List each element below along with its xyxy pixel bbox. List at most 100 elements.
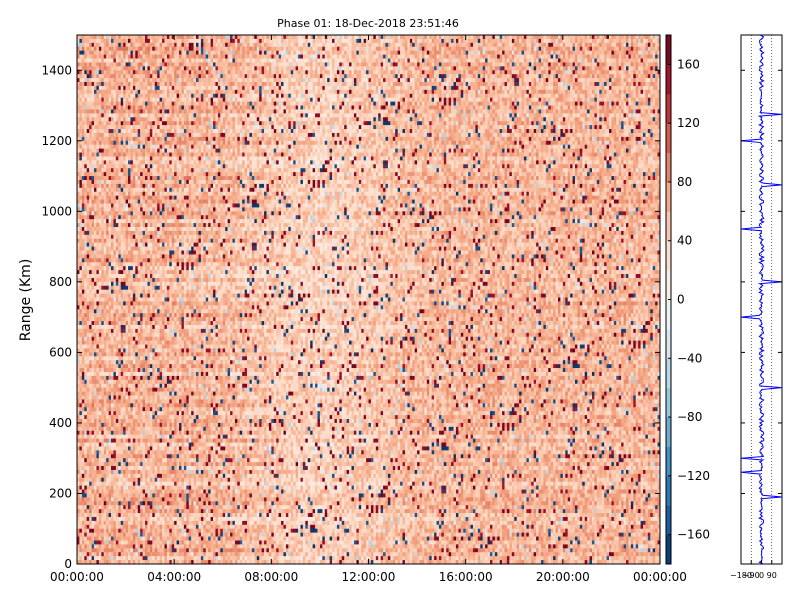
- heatmap-cell: [160, 94, 163, 98]
- heatmap-cell: [223, 55, 226, 59]
- heatmap-cell: [573, 70, 576, 74]
- heatmap-cell: [162, 66, 165, 70]
- heatmap-cell: [597, 94, 600, 98]
- heatmap-cell: [191, 51, 194, 55]
- heatmap-cell: [354, 59, 357, 63]
- heatmap-cell: [245, 106, 248, 110]
- heatmap-cell: [597, 35, 600, 39]
- heatmap-cell: [505, 90, 508, 94]
- heatmap-cell: [495, 70, 498, 74]
- heatmap-cell: [539, 106, 542, 110]
- heatmap-cell: [577, 55, 580, 59]
- heatmap-cell: [286, 51, 289, 55]
- heatmap-cell: [84, 102, 87, 106]
- heatmap-cell: [82, 113, 85, 117]
- heatmap-cell: [551, 109, 554, 113]
- heatmap-cell: [541, 66, 544, 70]
- heatmap-cell: [643, 39, 646, 43]
- heatmap-cell: [123, 55, 126, 59]
- heatmap-cell: [424, 70, 427, 74]
- heatmap-cell: [369, 102, 372, 106]
- heatmap-cell: [429, 109, 432, 113]
- heatmap-cell: [488, 70, 491, 74]
- heatmap-cell: [240, 78, 243, 82]
- heatmap-cell: [568, 62, 571, 66]
- heatmap-cell: [235, 47, 238, 51]
- heatmap-cell: [376, 86, 379, 90]
- heatmap-cell: [366, 47, 369, 51]
- heatmap-cell: [160, 98, 163, 102]
- heatmap-cell: [437, 102, 440, 106]
- heatmap-cell: [592, 98, 595, 102]
- heatmap-cell: [466, 55, 469, 59]
- heatmap-cell: [398, 78, 401, 82]
- heatmap-cell: [466, 94, 469, 98]
- heatmap-cell: [300, 82, 303, 86]
- heatmap-cell: [633, 70, 636, 74]
- heatmap-cell: [403, 51, 406, 55]
- heatmap-cell: [514, 106, 517, 110]
- heatmap-cell: [82, 62, 85, 66]
- heatmap-cell: [242, 113, 245, 117]
- heatmap-cell: [439, 106, 442, 110]
- heatmap-cell: [201, 106, 204, 110]
- heatmap-cell: [281, 113, 284, 117]
- heatmap-cell: [252, 70, 255, 74]
- heatmap-cell: [101, 90, 104, 94]
- heatmap-cell: [417, 59, 420, 63]
- heatmap-cell: [648, 82, 651, 86]
- heatmap-cell: [546, 59, 549, 63]
- heatmap-cell: [92, 90, 95, 94]
- heatmap-cell: [160, 39, 163, 43]
- heatmap-cell: [286, 39, 289, 43]
- heatmap-cell: [400, 106, 403, 110]
- heatmap-cell: [638, 47, 641, 51]
- heatmap-cell: [548, 78, 551, 82]
- heatmap-cell: [456, 106, 459, 110]
- heatmap-cell: [89, 59, 92, 63]
- heatmap-cell: [473, 35, 476, 39]
- heatmap-cell: [548, 39, 551, 43]
- heatmap-cell: [393, 66, 396, 70]
- heatmap-cell: [128, 90, 131, 94]
- heatmap-cell: [403, 106, 406, 110]
- heatmap-cell: [495, 106, 498, 110]
- heatmap-cell: [495, 82, 498, 86]
- heatmap-cell: [415, 59, 418, 63]
- heatmap-cell: [352, 62, 355, 66]
- heatmap-cell: [386, 113, 389, 117]
- heatmap-cell: [264, 35, 267, 39]
- heatmap-cell: [196, 70, 199, 74]
- heatmap-cell: [439, 39, 442, 43]
- heatmap-cell: [359, 113, 362, 117]
- heatmap-cell: [305, 102, 308, 106]
- heatmap-cell: [281, 35, 284, 39]
- heatmap-cell: [145, 43, 148, 47]
- heatmap-cell: [298, 113, 301, 117]
- heatmap-cell: [478, 59, 481, 63]
- heatmap-cell: [308, 102, 311, 106]
- heatmap-cell: [133, 51, 136, 55]
- heatmap-cell: [454, 94, 457, 98]
- heatmap-cell: [288, 106, 291, 110]
- heatmap-cell: [580, 55, 583, 59]
- heatmap-cell: [140, 109, 143, 113]
- heatmap-cell: [609, 102, 612, 106]
- heatmap-cell: [116, 98, 119, 102]
- heatmap-cell: [529, 62, 532, 66]
- heatmap-cell: [500, 98, 503, 102]
- heatmap-cell: [359, 70, 362, 74]
- heatmap-cell: [337, 90, 340, 94]
- heatmap-cell: [636, 90, 639, 94]
- heatmap-cell: [101, 86, 104, 90]
- heatmap-cell: [354, 35, 357, 39]
- heatmap-cell: [366, 66, 369, 70]
- heatmap-cell: [643, 78, 646, 82]
- heatmap-cell: [590, 74, 593, 78]
- heatmap-cell: [441, 74, 444, 78]
- heatmap-cell: [167, 106, 170, 110]
- heatmap-cell: [264, 51, 267, 55]
- heatmap-cell: [653, 90, 656, 94]
- heatmap-cell: [526, 102, 529, 106]
- heatmap-cell: [186, 102, 189, 106]
